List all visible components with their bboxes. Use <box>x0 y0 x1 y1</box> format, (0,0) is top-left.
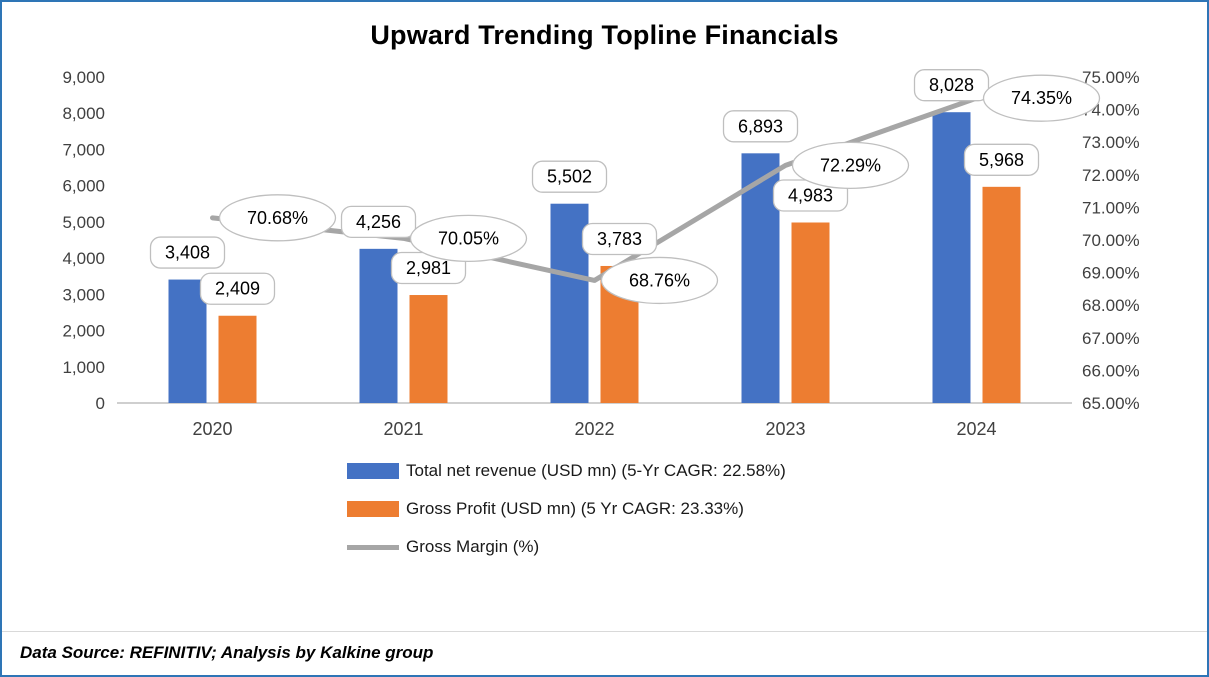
value-label-revenue-2020: 3,408 <box>165 243 210 263</box>
left-axis-tick: 6,000 <box>62 177 105 196</box>
legend-item-revenue: Total net revenue (USD mn) (5-Yr CAGR: 2… <box>347 461 786 481</box>
bar-profit-2020 <box>218 315 257 403</box>
value-callout-profit-2024 <box>963 143 1040 176</box>
chart-legend: Total net revenue (USD mn) (5-Yr CAGR: 2… <box>347 461 786 557</box>
value-callout-revenue-2024 <box>913 69 990 102</box>
bar-profit-2023 <box>791 222 830 403</box>
margin-label-2023: 72.29% <box>820 155 881 175</box>
combo-chart-svg: 0 1,000 2,000 3,000 4,000 5,000 6,000 7,000 8,00… <box>62 68 1140 439</box>
value-label-revenue-2022: 5,502 <box>547 167 592 187</box>
right-axis-tick: 73.00% <box>1082 133 1140 152</box>
margin-label-2021: 70.05% <box>438 228 499 248</box>
value-callout-revenue-2020 <box>149 236 226 269</box>
legend-item-profit: Gross Profit (USD mn) (5 Yr CAGR: 23.33%… <box>347 499 786 519</box>
margin-label-2020: 70.68% <box>247 208 308 228</box>
bar-profit-2024 <box>982 186 1021 403</box>
left-axis-tick: 0 <box>96 394 105 413</box>
value-label-profit-2020: 2,409 <box>215 279 260 299</box>
value-callout-revenue-2021 <box>340 205 417 238</box>
left-axis-tick: 4,000 <box>62 249 105 268</box>
left-axis-tick: 1,000 <box>62 358 105 377</box>
value-callout-profit-2022 <box>581 222 658 256</box>
margin-callout-2023 <box>791 141 910 189</box>
right-axis-tick: 72.00% <box>1082 166 1140 185</box>
margin-callout-2024 <box>982 74 1101 122</box>
value-label-revenue-2021: 4,256 <box>356 212 401 232</box>
left-axis-tick: 5,000 <box>62 213 105 232</box>
right-axis-tick: 75.00% <box>1082 68 1140 87</box>
x-axis-category-label: 2021 <box>383 419 423 439</box>
x-axis-category-label: 2020 <box>192 419 232 439</box>
legend-item-margin: Gross Margin (%) <box>347 537 786 557</box>
margin-label-2024: 74.35% <box>1011 88 1072 108</box>
right-axis-tick: 68.00% <box>1082 296 1140 315</box>
x-axis-category-label: 2022 <box>574 419 614 439</box>
right-axis-tick: 69.00% <box>1082 264 1140 283</box>
bar-profit-2021 <box>409 295 448 403</box>
right-axis-tick: 66.00% <box>1082 361 1140 380</box>
left-axis-tick: 7,000 <box>62 140 105 159</box>
value-callout-profit-2020 <box>199 272 276 305</box>
value-label-profit-2023: 4,983 <box>788 186 833 206</box>
right-axis-tick: 65.00% <box>1082 394 1140 413</box>
chart-area: 0 1,000 2,000 3,000 4,000 5,000 6,000 7,000 8,00… <box>22 55 1187 455</box>
margin-callout-2022 <box>600 256 719 305</box>
left-axis-tick: 8,000 <box>62 104 105 123</box>
right-axis-tick: 70.00% <box>1082 231 1140 250</box>
right-axis-tick: 71.00% <box>1082 198 1140 217</box>
left-axis-tick: 3,000 <box>62 285 105 304</box>
value-label-profit-2022: 3,783 <box>597 229 642 249</box>
legend-label-revenue: Total net revenue (USD mn) (5-Yr CAGR: 2… <box>406 461 786 480</box>
revenue-swatch-icon <box>347 463 399 479</box>
left-axis-tick: 9,000 <box>62 68 105 87</box>
value-label-profit-2021: 2,981 <box>406 258 451 278</box>
margin-callout-2021 <box>409 214 528 263</box>
legend-label-margin: Gross Margin (%) <box>406 537 540 556</box>
value-label-revenue-2023: 6,893 <box>738 116 783 136</box>
margin-swatch-icon <box>347 544 399 550</box>
value-callout-revenue-2023 <box>722 110 799 143</box>
value-label-revenue-2024: 8,028 <box>929 75 974 95</box>
margin-callout-2020 <box>218 194 337 242</box>
chart-title: Upward Trending Topline Financials <box>370 20 839 50</box>
x-axis-category-label: 2024 <box>956 419 996 439</box>
profit-swatch-icon <box>347 501 399 517</box>
left-axis-tick: 2,000 <box>62 322 105 341</box>
margin-label-2022: 68.76% <box>629 270 690 290</box>
value-callout-revenue-2022 <box>531 160 608 193</box>
data-source-note: Data Source: REFINITIV; Analysis by Kalk… <box>2 631 1207 675</box>
right-axis-tick: 67.00% <box>1082 329 1140 348</box>
bar-revenue-2020 <box>168 279 207 403</box>
legend-label-profit: Gross Profit (USD mn) (5 Yr CAGR: 23.33%… <box>406 499 744 518</box>
x-axis-category-label: 2023 <box>765 419 805 439</box>
value-label-profit-2024: 5,968 <box>979 150 1024 170</box>
